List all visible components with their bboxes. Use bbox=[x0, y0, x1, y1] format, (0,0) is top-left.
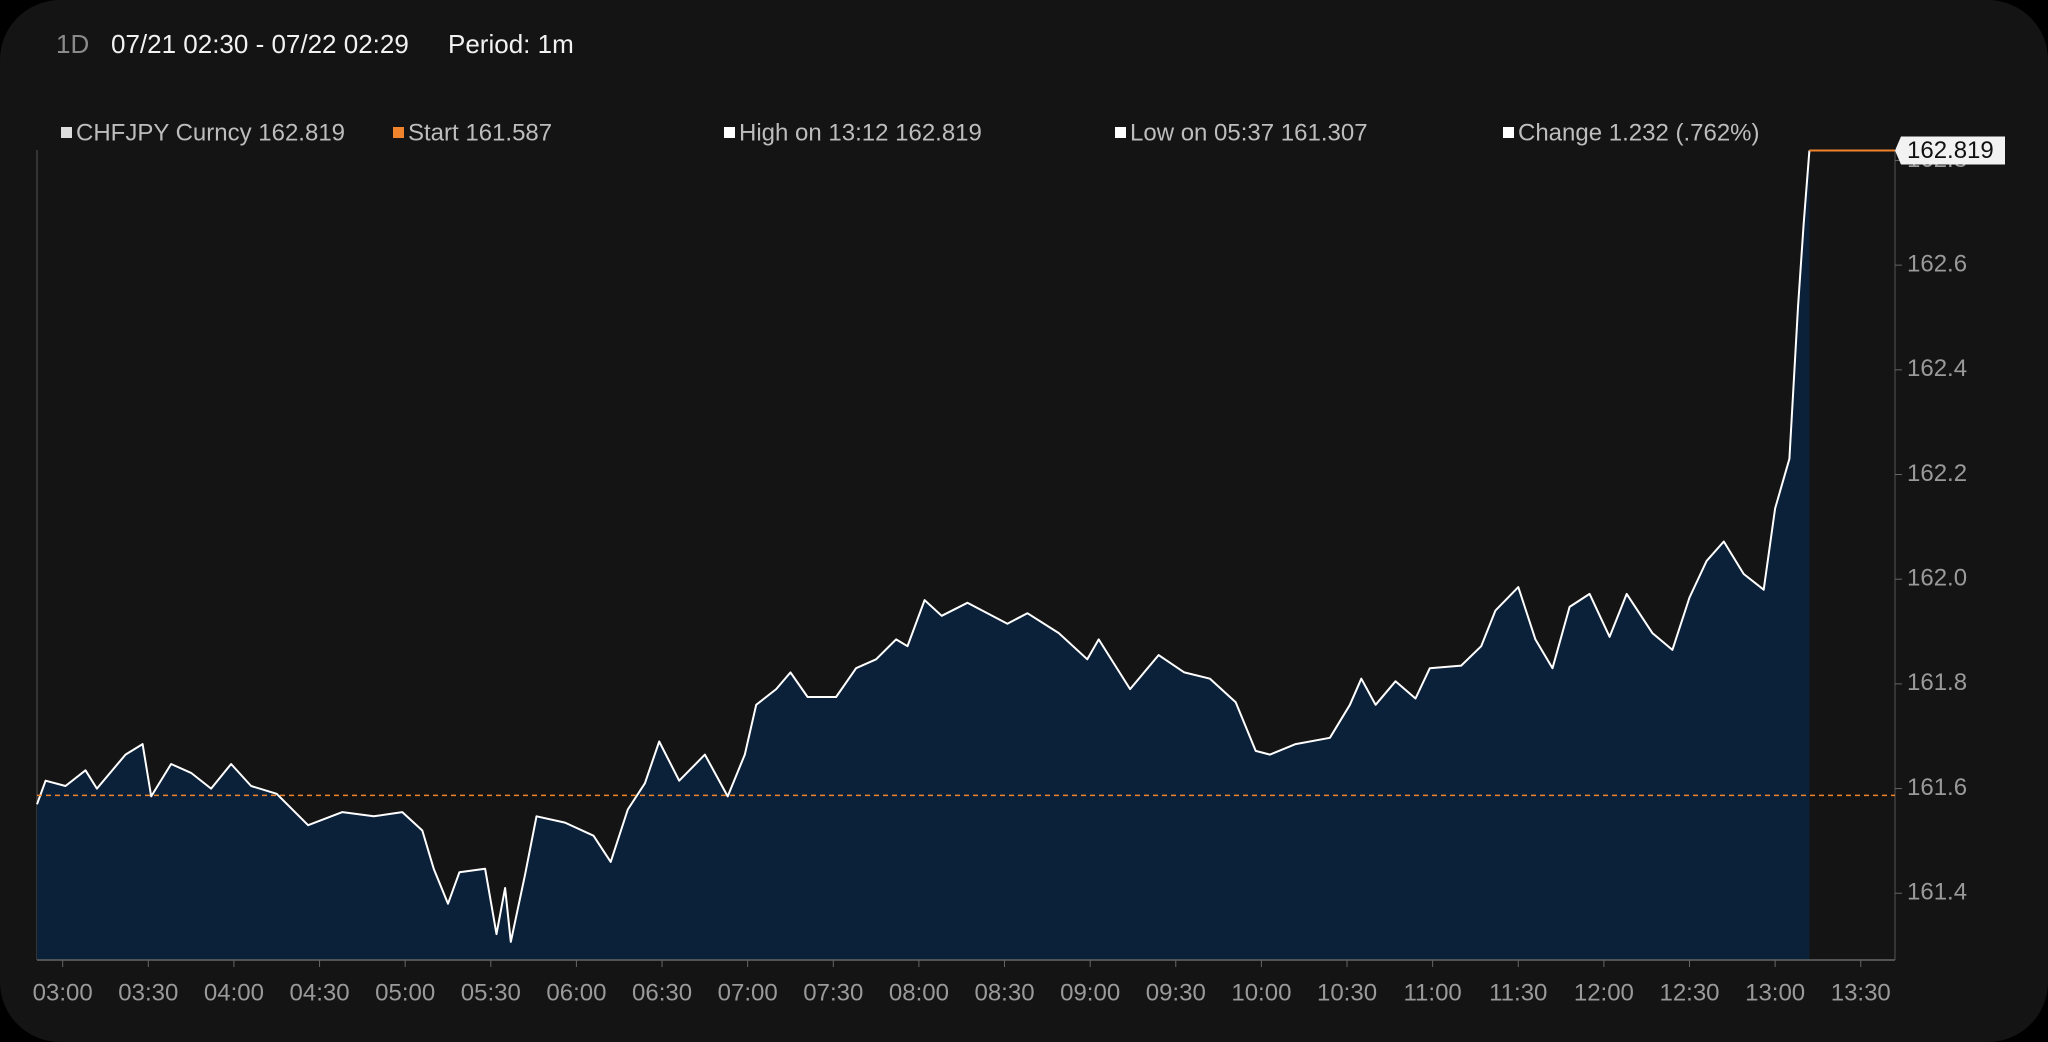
legend-swatch bbox=[1503, 127, 1514, 138]
x-tick-label: 06:30 bbox=[632, 979, 692, 1006]
x-tick-label: 10:30 bbox=[1317, 979, 1377, 1006]
x-tick-label: 12:00 bbox=[1574, 979, 1634, 1006]
y-tick-label: 161.4 bbox=[1907, 879, 1967, 906]
last-label: 162.819 bbox=[1907, 137, 1994, 164]
x-tick-label: 13:30 bbox=[1831, 979, 1891, 1006]
legend-label: Change 1.232 (.762%) bbox=[1518, 119, 1760, 146]
legend-label: High on 13:12 162.819 bbox=[739, 119, 982, 146]
y-tick-label: 161.8 bbox=[1907, 669, 1967, 696]
legend-swatch bbox=[61, 127, 72, 138]
x-tick-label: 12:30 bbox=[1659, 979, 1719, 1006]
x-tick-label: 07:00 bbox=[718, 979, 778, 1006]
legend-swatch bbox=[393, 127, 404, 138]
legend-swatch bbox=[724, 127, 735, 138]
price-line bbox=[36, 150, 1811, 943]
x-tick-label: 13:00 bbox=[1745, 979, 1805, 1006]
period-button[interactable]: 1D bbox=[56, 29, 89, 59]
x-tick-label: 10:00 bbox=[1231, 979, 1291, 1006]
x-tick-label: 03:30 bbox=[118, 979, 178, 1006]
area bbox=[37, 150, 1810, 960]
x-tick-label: 07:30 bbox=[803, 979, 863, 1006]
legend-swatch bbox=[1115, 127, 1126, 138]
x-tick-label: 04:00 bbox=[204, 979, 264, 1006]
legend-label: CHFJPY Curncy 162.819 bbox=[76, 119, 345, 146]
period: Period: 1m bbox=[448, 29, 574, 59]
x-tick-label: 08:00 bbox=[889, 979, 949, 1006]
x-tick-label: 08:30 bbox=[974, 979, 1034, 1006]
y-tick-label: 162.0 bbox=[1907, 565, 1967, 592]
x-tick-label: 05:30 bbox=[461, 979, 521, 1006]
legend-label: Start 161.587 bbox=[408, 119, 552, 146]
y-tick-label: 162.4 bbox=[1907, 355, 1967, 382]
last-label-box bbox=[1895, 136, 2005, 165]
x-tick-label: 06:00 bbox=[546, 979, 606, 1006]
y-tick-label: 162.6 bbox=[1907, 250, 1967, 277]
x-tick-label: 04:30 bbox=[290, 979, 350, 1006]
x-tick-label: 09:30 bbox=[1146, 979, 1206, 1006]
x-tick-label: 05:00 bbox=[375, 979, 435, 1006]
y-tick-label: 161.6 bbox=[1907, 774, 1967, 801]
y-tick-label: 162.2 bbox=[1907, 460, 1967, 487]
x-tick-label: 11:30 bbox=[1489, 979, 1547, 1006]
x-tick-label: 11:00 bbox=[1403, 979, 1461, 1006]
legend-label: Low on 05:37 161.307 bbox=[1130, 119, 1368, 146]
date-range: 07/21 02:30 - 07/22 02:29 bbox=[111, 29, 409, 59]
x-tick-label: 03:00 bbox=[33, 979, 93, 1006]
x-tick-label: 09:00 bbox=[1060, 979, 1120, 1006]
